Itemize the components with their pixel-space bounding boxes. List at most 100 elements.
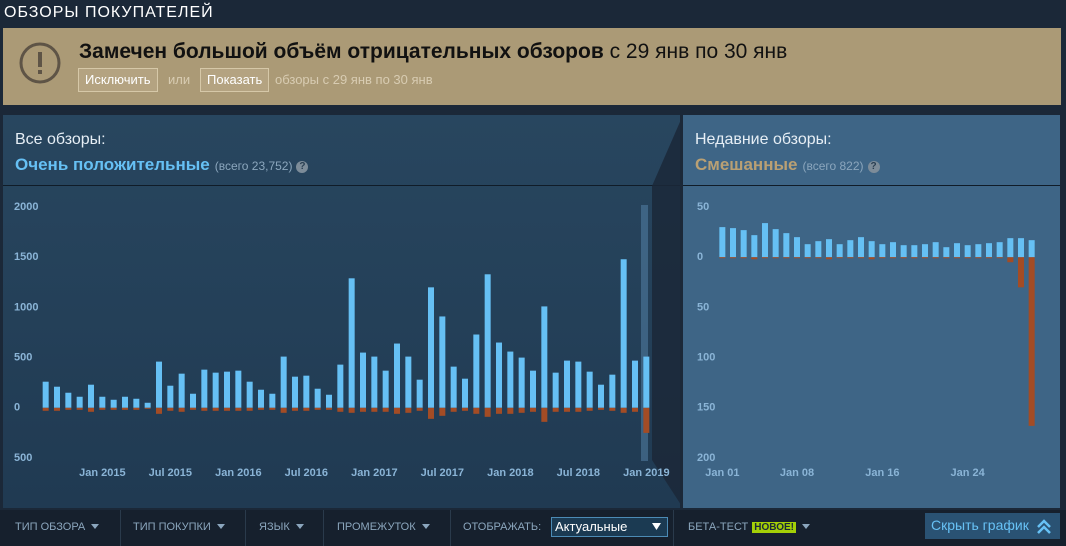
alert-title: Замечен большой объём отрицательных обзо… [79,40,787,64]
bar [88,384,94,408]
bar [730,228,736,258]
bar [42,407,49,411]
y-tick-label: 2000 [14,201,38,213]
section-title: ОБЗОРЫ ПОКУПАТЕЛЕЙ [4,4,214,21]
bar [986,243,992,258]
bar [609,374,616,408]
bar [246,381,253,408]
bar [235,370,242,408]
bar [632,407,638,412]
x-tick-label: Jul 2016 [285,467,328,479]
bar [292,407,298,411]
filter-purchase-type[interactable]: ТИП ПОКУПКИ [133,521,225,533]
bar [156,361,162,408]
y-tick-label: 500 [14,452,32,464]
bar [54,386,60,408]
bar [326,407,332,410]
bar [99,407,106,410]
filter-bar: ТИП ОБЗОРА ТИП ПОКУПКИ ЯЗЫК ПРОМЕЖУТОК О… [0,510,1066,546]
summary-label: Все обзоры: [15,131,106,148]
bar [110,399,117,408]
alert-note: обзоры с 29 янв по 30 янв [275,72,433,87]
bar [382,407,389,412]
bar [858,257,864,259]
bar [730,257,736,259]
bar [303,407,310,411]
bar [609,407,616,411]
bar [975,244,982,258]
bar [564,360,570,408]
x-tick-label: Jan 2018 [487,467,533,479]
show-button[interactable]: Показать [200,68,270,92]
bar [122,396,128,408]
bar [54,407,60,411]
bar [740,230,747,258]
bar [212,372,219,408]
bar [772,257,779,259]
bar [371,407,378,412]
filter-language[interactable]: ЯЗЫК [259,521,304,533]
dropdown-arrow [652,523,661,530]
bar [986,257,992,259]
filter-beta[interactable]: БЕТА-ТЕСТ НОВОЕ! [688,521,811,533]
bar [144,402,151,408]
y-tick-label: 1000 [14,301,38,313]
bar [762,257,768,259]
bar [890,257,896,259]
dropdown-value: Актуальные [555,519,628,534]
filter-review-type[interactable]: ТИП ОБЗОРА [15,521,100,533]
bar [65,407,72,410]
bar [751,257,758,260]
display-dropdown[interactable]: Актуальные [551,517,668,537]
bar [518,357,525,408]
x-tick-label: Jan 01 [705,467,739,479]
bar [156,407,162,414]
bar [858,237,864,258]
bar [496,342,502,408]
bar [292,376,298,408]
bar [847,240,854,258]
bar [201,369,208,408]
bar [246,407,253,411]
bar [932,242,939,258]
divider [245,510,246,546]
bar [1007,257,1014,263]
bar [552,372,559,408]
bar [65,392,72,408]
bar [598,407,604,410]
bar [42,381,49,408]
hide-graph-button[interactable]: Скрыть график [925,513,1060,539]
bar [348,407,355,413]
bar [450,407,457,412]
separator [683,185,1060,186]
display-label: ОТОБРАЖАТЬ: [463,521,542,533]
bar [167,385,174,408]
zoom-connector [652,115,683,508]
bar [190,407,196,410]
alert-heading: Замечен большой объём отрицательных обзо… [79,40,604,63]
alert-period: с 29 янв по 30 янв [609,40,788,63]
filter-label: ТИП ПОКУПКИ [133,521,211,533]
bar [348,278,355,408]
bar [530,370,536,408]
bar [382,370,389,408]
bar [394,343,400,408]
summary-rating: Очень положительные (всего 23,752)? [15,155,309,175]
filter-range[interactable]: ПРОМЕЖУТОК [337,521,430,533]
help-icon[interactable]: ? [867,161,880,173]
bar [783,233,790,258]
exclude-button[interactable]: Исключить [78,68,158,92]
bar [280,407,287,413]
bar [428,407,434,419]
bar [484,407,491,417]
y-tick-label: 150 [697,402,715,414]
help-icon[interactable]: ? [296,161,309,173]
x-tick-label: Jul 2017 [421,467,464,479]
bar [1007,238,1014,258]
bar [224,407,230,411]
bar [439,407,446,416]
bar [598,384,604,408]
bar [76,407,83,410]
